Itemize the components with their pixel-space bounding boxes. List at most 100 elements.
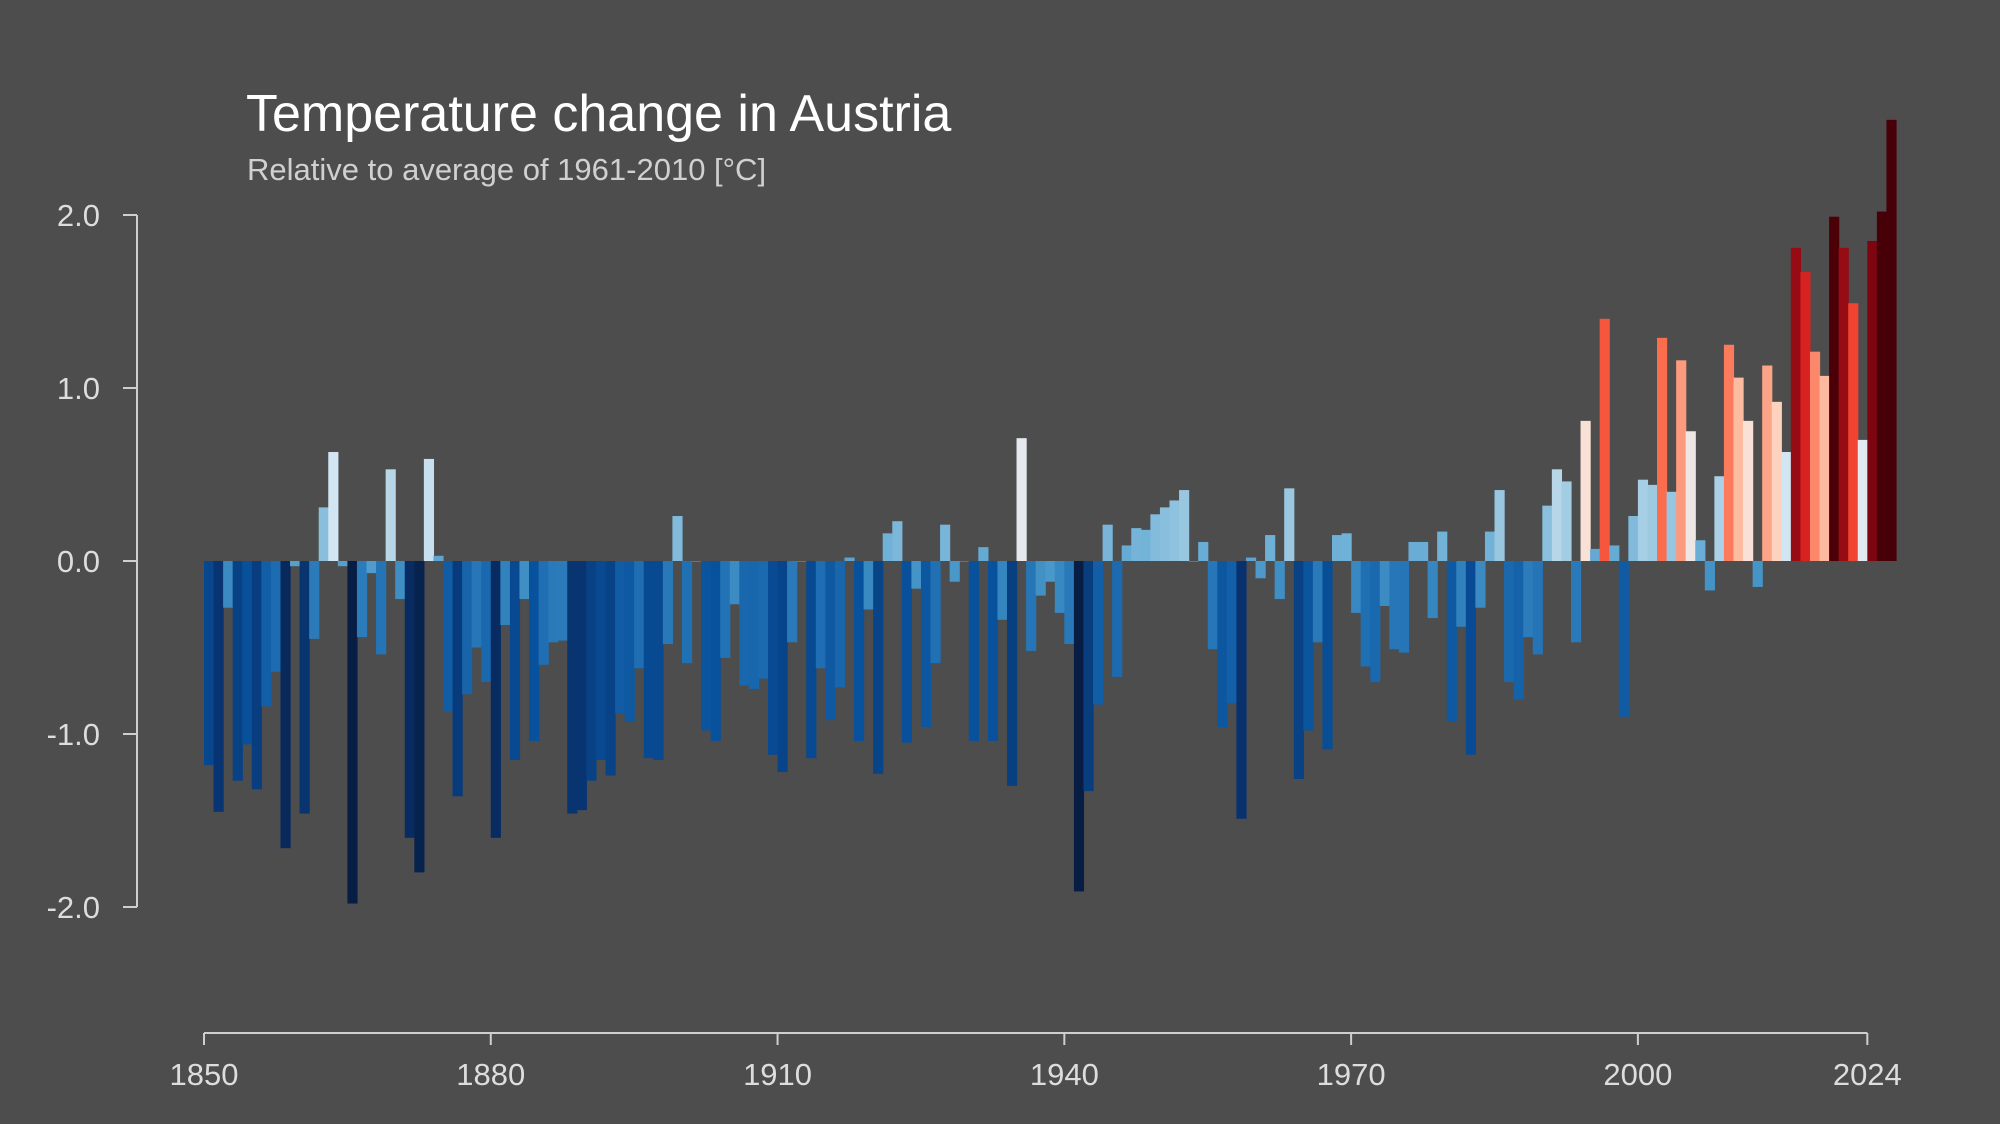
bar-1997 xyxy=(1609,545,1620,561)
bar-1863 xyxy=(328,452,339,561)
bar-1895 xyxy=(634,561,645,669)
bar-1969 xyxy=(1341,533,1352,561)
bar-1976 xyxy=(1408,541,1419,561)
bar-1892 xyxy=(605,561,616,776)
bar-1961 xyxy=(1265,535,1276,561)
bar-2008 xyxy=(1714,476,1725,561)
bar-1890 xyxy=(586,561,597,781)
y-tick-label: 0.0 xyxy=(57,544,100,579)
bar-2003 xyxy=(1666,491,1677,561)
bars-group xyxy=(204,119,1897,904)
chart-subtitle: Relative to average of 1961-2010 [°C] xyxy=(247,152,767,187)
bar-1954 xyxy=(1198,541,1209,561)
bar-1857 xyxy=(270,561,282,672)
bar-2011 xyxy=(1743,420,1754,561)
bar-1933 xyxy=(997,561,1008,620)
bar-1940 xyxy=(1064,561,1075,645)
bar-1884 xyxy=(529,561,540,741)
bar-1880 xyxy=(490,561,501,838)
bar-1856 xyxy=(261,561,272,707)
bar-1995 xyxy=(1590,548,1601,561)
bar-2022 xyxy=(1848,303,1859,561)
bar-1910 xyxy=(777,561,788,773)
bar-1929 xyxy=(959,561,970,562)
bar-1924 xyxy=(911,561,922,589)
y-tick-label: 2.0 xyxy=(57,198,100,233)
bar-1937 xyxy=(1035,561,1046,596)
bar-1917 xyxy=(844,557,855,561)
bar-1953 xyxy=(1188,561,1199,562)
bar-1923 xyxy=(901,561,912,743)
bar-1909 xyxy=(768,561,779,755)
bar-1955 xyxy=(1207,561,1218,650)
bar-2026 xyxy=(1886,119,1897,561)
bar-1968 xyxy=(1332,535,1343,561)
bar-1853 xyxy=(232,561,243,781)
bar-1987 xyxy=(1513,561,1524,700)
bar-2002 xyxy=(1657,337,1668,561)
bar-2006 xyxy=(1695,540,1706,561)
bar-1979 xyxy=(1437,531,1448,561)
bar-1936 xyxy=(1026,561,1037,651)
bar-1991 xyxy=(1551,469,1563,561)
bar-1891 xyxy=(595,561,607,760)
bar-1920 xyxy=(873,561,884,774)
bar-1867 xyxy=(366,561,377,574)
bar-1850 xyxy=(204,561,215,766)
bar-1897 xyxy=(653,561,664,760)
bar-1872 xyxy=(414,561,425,873)
bar-1852 xyxy=(223,561,234,608)
bar-1971 xyxy=(1360,561,1371,667)
bar-1981 xyxy=(1456,561,1467,627)
bar-1994 xyxy=(1580,420,1591,561)
y-tick-label: -1.0 xyxy=(47,717,100,752)
x-tick-label: 1910 xyxy=(743,1057,812,1092)
bar-1918 xyxy=(854,561,865,741)
bar-1941 xyxy=(1073,561,1085,892)
bar-1905 xyxy=(729,561,740,605)
bar-1912 xyxy=(796,561,807,562)
bar-1945 xyxy=(1112,561,1123,677)
bar-1921 xyxy=(882,533,893,561)
bar-1927 xyxy=(940,524,951,561)
bar-2005 xyxy=(1685,431,1696,561)
bar-1861 xyxy=(309,561,320,639)
x-tick-label: 1970 xyxy=(1317,1057,1386,1092)
x-tick-label: 1850 xyxy=(170,1057,239,1092)
bar-1989 xyxy=(1532,561,1543,655)
bar-2021 xyxy=(1838,247,1849,561)
bar-1906 xyxy=(739,561,750,686)
bar-1948 xyxy=(1140,529,1151,561)
bar-2015 xyxy=(1781,452,1792,561)
bar-1977 xyxy=(1418,541,1429,561)
bar-1984 xyxy=(1484,531,1496,561)
bar-1926 xyxy=(930,561,941,664)
bar-1896 xyxy=(643,561,654,759)
bar-1990 xyxy=(1542,505,1553,561)
bar-1925 xyxy=(920,561,932,728)
bar-1901 xyxy=(691,561,702,562)
bar-2000 xyxy=(1637,479,1649,561)
bar-1908 xyxy=(758,561,769,679)
bar-1889 xyxy=(576,561,587,811)
bar-2013 xyxy=(1762,365,1773,561)
bar-1868 xyxy=(376,561,387,655)
bar-1959 xyxy=(1245,557,1257,561)
bar-1916 xyxy=(834,561,846,688)
bar-1983 xyxy=(1475,561,1486,608)
bar-2018 xyxy=(1809,351,1821,561)
bar-1862 xyxy=(318,507,329,561)
bar-2012 xyxy=(1752,561,1763,587)
bar-1973 xyxy=(1379,561,1390,606)
bar-1894 xyxy=(624,561,635,722)
bar-1950 xyxy=(1159,507,1171,561)
bar-2009 xyxy=(1723,344,1735,561)
bar-1860 xyxy=(299,561,310,814)
x-tick-label: 2000 xyxy=(1603,1057,1672,1092)
bar-1939 xyxy=(1054,561,1065,613)
x-tick-label: 2024 xyxy=(1833,1057,1902,1092)
bar-1999 xyxy=(1628,516,1639,561)
bar-1919 xyxy=(863,561,874,610)
bar-1949 xyxy=(1150,514,1161,561)
